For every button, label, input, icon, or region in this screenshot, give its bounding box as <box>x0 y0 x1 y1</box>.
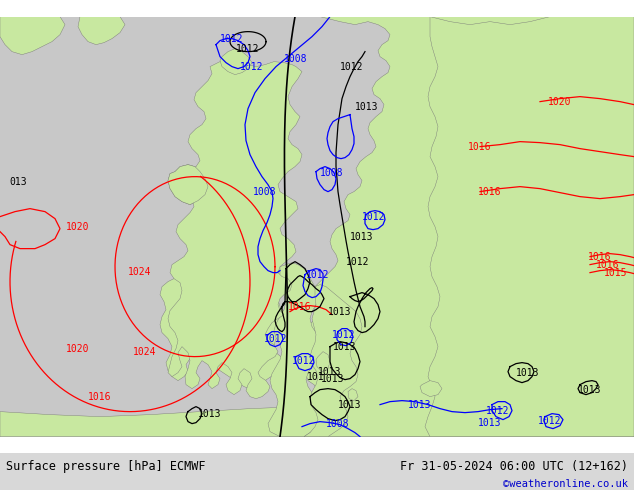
Text: 1016: 1016 <box>596 260 620 270</box>
Text: 1008: 1008 <box>253 187 277 196</box>
Text: 1020: 1020 <box>548 97 572 107</box>
Text: 1013: 1013 <box>321 373 345 384</box>
Text: 101: 101 <box>307 371 325 382</box>
Text: 1012: 1012 <box>236 44 260 53</box>
Text: 1013: 1013 <box>350 232 374 242</box>
Text: 1013: 1013 <box>355 101 378 112</box>
Text: 1013: 1013 <box>339 400 362 410</box>
Text: 1012: 1012 <box>220 34 243 44</box>
Polygon shape <box>300 17 634 437</box>
Polygon shape <box>220 49 252 74</box>
Text: 1008: 1008 <box>320 168 344 178</box>
Polygon shape <box>67 339 73 344</box>
Text: 1012: 1012 <box>306 270 330 280</box>
Text: 1013: 1013 <box>578 385 602 394</box>
Polygon shape <box>72 332 78 338</box>
Text: 1020: 1020 <box>66 221 90 232</box>
Text: 1013: 1013 <box>333 342 357 352</box>
Text: 1024: 1024 <box>128 267 152 277</box>
Text: 1012: 1012 <box>340 62 364 72</box>
Text: 1013: 1013 <box>408 400 432 410</box>
Polygon shape <box>0 17 65 54</box>
Text: 1024: 1024 <box>133 346 157 357</box>
Text: 1012: 1012 <box>538 416 562 426</box>
Polygon shape <box>420 381 442 396</box>
Text: 1013: 1013 <box>328 307 352 317</box>
Text: 1013: 1013 <box>478 417 501 428</box>
Polygon shape <box>168 165 208 205</box>
Polygon shape <box>316 352 330 371</box>
Text: 013: 013 <box>9 176 27 187</box>
Polygon shape <box>168 59 302 399</box>
Text: Fr 31-05-2024 06:00 UTC (12+162): Fr 31-05-2024 06:00 UTC (12+162) <box>399 460 628 473</box>
Polygon shape <box>304 285 362 437</box>
Polygon shape <box>160 265 288 389</box>
Text: 1012: 1012 <box>292 356 316 366</box>
Text: 1008: 1008 <box>284 53 307 64</box>
Polygon shape <box>168 165 208 205</box>
Text: ©weatheronline.co.uk: ©weatheronline.co.uk <box>503 480 628 490</box>
Text: 1016: 1016 <box>588 252 612 262</box>
Polygon shape <box>425 17 634 437</box>
Text: 1012: 1012 <box>346 257 370 267</box>
Polygon shape <box>78 322 86 331</box>
Polygon shape <box>268 263 326 437</box>
Text: 1016: 1016 <box>478 187 501 196</box>
Text: 1012: 1012 <box>332 330 356 340</box>
Polygon shape <box>78 17 125 45</box>
Text: 1016: 1016 <box>469 142 492 151</box>
Polygon shape <box>0 407 634 437</box>
Text: 1012: 1012 <box>264 334 288 343</box>
Text: 1012: 1012 <box>486 406 510 416</box>
Text: 1020: 1020 <box>66 343 90 354</box>
Text: 1012: 1012 <box>362 212 385 221</box>
Text: 1016: 1016 <box>88 392 112 402</box>
Text: 1015: 1015 <box>604 268 628 278</box>
Text: 1008: 1008 <box>327 418 350 429</box>
Text: 1013: 1013 <box>516 368 540 378</box>
Text: 1016: 1016 <box>288 302 312 312</box>
Polygon shape <box>348 389 358 401</box>
Text: Surface pressure [hPa] ECMWF: Surface pressure [hPa] ECMWF <box>6 460 206 473</box>
Text: 1013: 1013 <box>318 367 342 377</box>
Text: 1012: 1012 <box>240 62 264 72</box>
Text: 1013: 1013 <box>198 409 222 418</box>
